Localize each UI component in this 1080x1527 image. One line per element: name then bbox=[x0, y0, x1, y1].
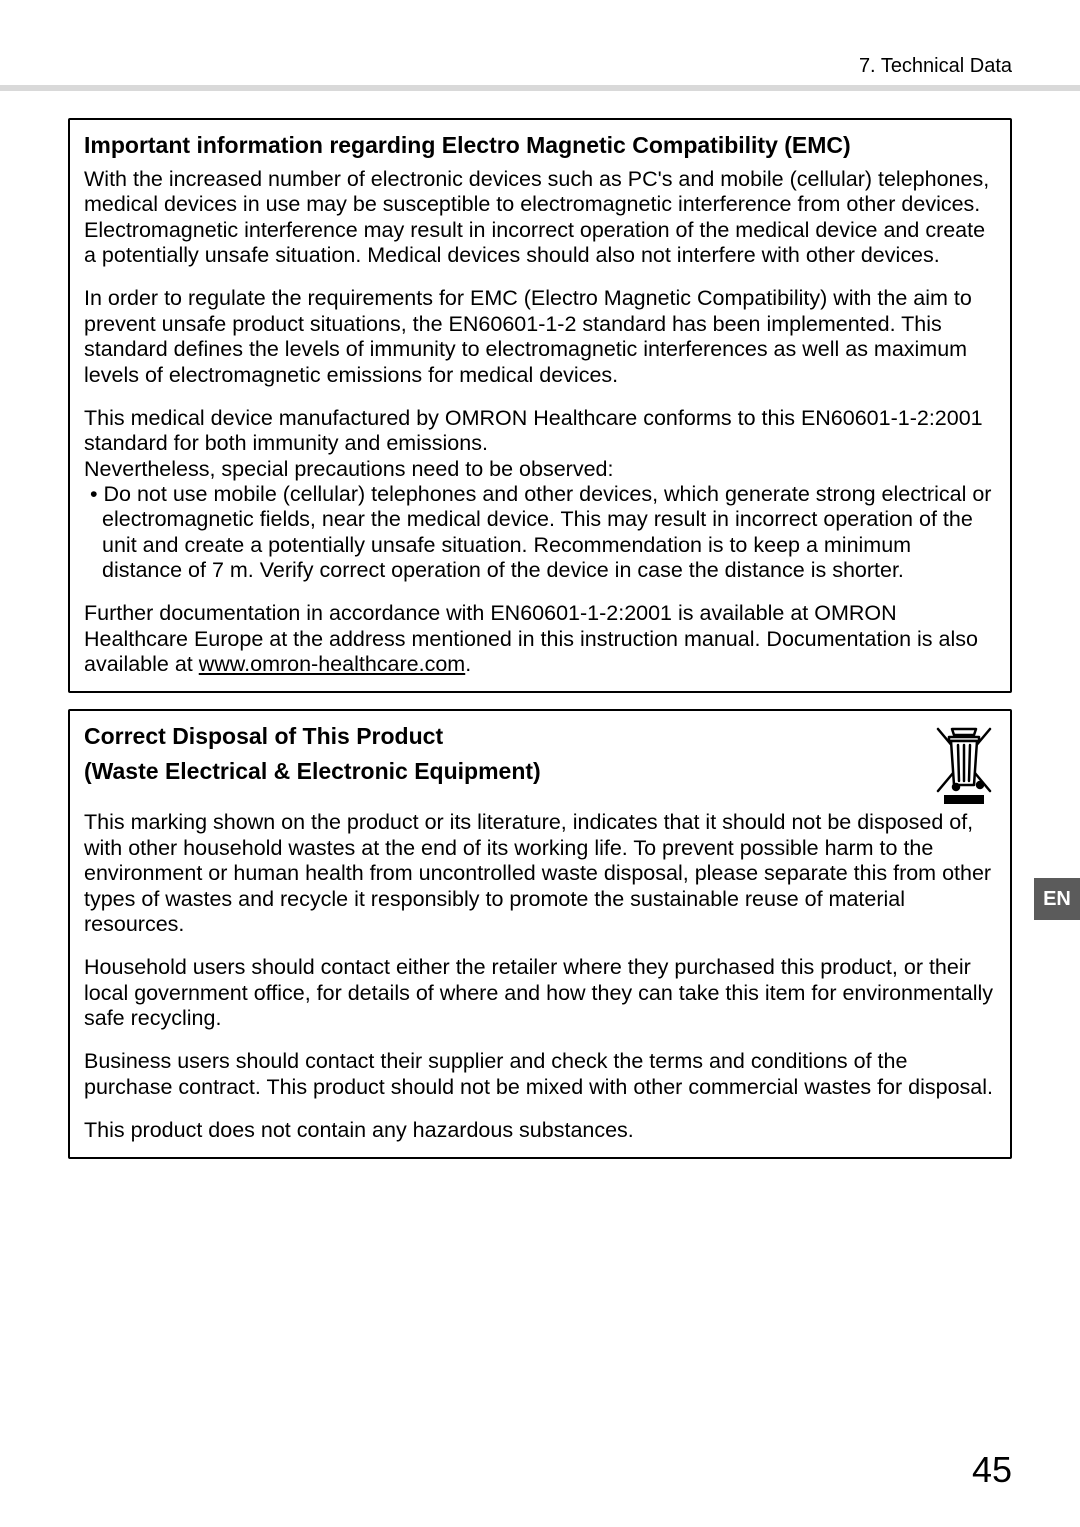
page: 7. Technical Data Important information … bbox=[0, 0, 1080, 1527]
emc-title: Important information regarding Electro … bbox=[84, 132, 996, 159]
disposal-para-2: Household users should contact either th… bbox=[84, 955, 996, 1031]
disposal-header-row: Correct Disposal of This Product (Waste … bbox=[84, 723, 996, 810]
emc-para-3: This medical device manufactured by OMRO… bbox=[84, 406, 996, 584]
weee-icon bbox=[932, 725, 996, 810]
disposal-titles: Correct Disposal of This Product (Waste … bbox=[84, 723, 541, 791]
disposal-para-4: This product does not contain any hazard… bbox=[84, 1118, 996, 1143]
disposal-box: Correct Disposal of This Product (Waste … bbox=[68, 709, 1012, 1159]
disposal-title-2: (Waste Electrical & Electronic Equipment… bbox=[84, 758, 541, 785]
emc-para-1: With the increased number of electronic … bbox=[84, 167, 996, 268]
language-tab[interactable]: EN bbox=[1034, 878, 1080, 920]
emc-box: Important information regarding Electro … bbox=[68, 118, 1012, 693]
emc-para-3b: Nevertheless, special precautions need t… bbox=[84, 457, 996, 482]
header-accent-bar bbox=[0, 85, 1080, 91]
page-number: 45 bbox=[972, 1449, 1012, 1491]
disposal-para-3: Business users should contact their supp… bbox=[84, 1049, 996, 1100]
disposal-title-1: Correct Disposal of This Product bbox=[84, 723, 541, 750]
disposal-para-1: This marking shown on the product or its… bbox=[84, 810, 996, 937]
emc-p4-post: . bbox=[465, 652, 471, 676]
emc-para-2: In order to regulate the requirements fo… bbox=[84, 286, 996, 387]
emc-para-4: Further documentation in accordance with… bbox=[84, 601, 996, 677]
section-header: 7. Technical Data bbox=[68, 55, 1012, 78]
emc-p4-link[interactable]: www.omron-healthcare.com bbox=[199, 652, 465, 676]
emc-para-3a: This medical device manufactured by OMRO… bbox=[84, 406, 996, 457]
emc-bullet: • Do not use mobile (cellular) telephone… bbox=[84, 482, 996, 583]
